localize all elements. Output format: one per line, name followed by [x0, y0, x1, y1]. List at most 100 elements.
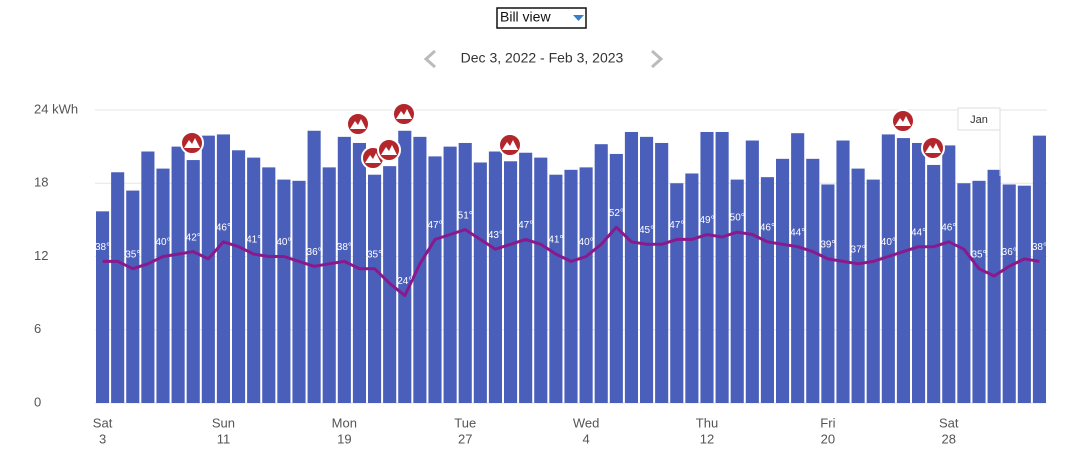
bar [126, 190, 140, 403]
x-tick-weekday: Thu [696, 415, 718, 430]
temperature-label: 47° [427, 220, 442, 231]
next-arrow[interactable] [651, 49, 664, 69]
y-tick-label: 0 [34, 394, 41, 409]
bar [745, 140, 759, 404]
bar [443, 146, 457, 403]
bar [96, 211, 110, 403]
bar [776, 158, 790, 403]
x-tick-weekday: Sun [212, 415, 235, 430]
bar [534, 157, 548, 403]
bar [473, 162, 487, 403]
peak-icon [377, 138, 401, 162]
temperature-label: 42° [186, 232, 201, 243]
temperature-line [102, 225, 1040, 298]
bar [624, 131, 638, 403]
temperature-label: 35° [971, 249, 986, 260]
bar [458, 142, 472, 403]
bar [972, 180, 986, 403]
bar [881, 134, 895, 403]
bar [322, 167, 336, 403]
bar [760, 177, 774, 403]
bar [186, 160, 200, 403]
x-tick-weekday: Mon [332, 415, 357, 430]
select-arrow[interactable] [573, 15, 584, 21]
bar [201, 135, 215, 403]
x-tick-day: 28 [942, 431, 956, 446]
bar [715, 131, 729, 403]
bar [685, 173, 699, 403]
bar [594, 144, 608, 403]
temperature-label: 38° [337, 242, 352, 253]
temperature-label: 35° [125, 249, 140, 260]
bar [957, 183, 971, 403]
temperature-label: 40° [276, 237, 291, 248]
bar [655, 142, 669, 403]
temperature-label: 36° [1002, 247, 1017, 258]
bar [896, 138, 910, 403]
x-tick-weekday: Wed [573, 415, 600, 430]
bar [398, 130, 412, 404]
bar [942, 145, 956, 403]
bar [851, 168, 865, 403]
y-tick-label: 6 [34, 321, 41, 336]
bar [232, 150, 246, 403]
x-tick-weekday: Tue [454, 415, 476, 430]
temperature-label: 47° [518, 220, 533, 231]
temperature-label: 51° [458, 210, 473, 221]
temperature-label: 44° [790, 227, 805, 238]
peak-icon [498, 133, 522, 157]
x-tick-weekday: Sat [93, 415, 113, 430]
bar [262, 167, 276, 403]
bar [609, 153, 623, 403]
bar [171, 146, 185, 403]
temperature-label: 46° [760, 222, 775, 233]
bar [1032, 135, 1046, 403]
x-tick-day: 12 [700, 431, 714, 446]
bar [292, 180, 306, 403]
bar [640, 136, 654, 403]
temperature-label: 50° [730, 213, 745, 224]
temperature-label: 52° [609, 208, 624, 219]
temperature-label: 40° [579, 237, 594, 248]
bar [141, 151, 155, 403]
prev-arrow[interactable] [423, 49, 436, 69]
bar [564, 169, 578, 403]
bar [987, 169, 1001, 403]
temperature-label: 38° [1032, 242, 1047, 253]
bar [670, 183, 684, 403]
select-text[interactable]: Bill view [500, 9, 551, 25]
select-box[interactable] [496, 7, 587, 29]
temperature-label: 46° [216, 222, 231, 233]
temperature-label: 38° [95, 242, 110, 253]
peak-icon [392, 102, 416, 126]
bar [413, 136, 427, 403]
plot: 0 6 12 18 24 kWh 38° 35° 40° 42° 46° 41° 40° 36° 38° 3… [34, 101, 1047, 446]
temperature-label: 43° [488, 230, 503, 241]
overlay: Jan [957, 107, 1001, 176]
bar [836, 140, 850, 404]
bar [337, 136, 351, 403]
bar [428, 156, 442, 403]
bar [730, 179, 744, 403]
bar [549, 174, 563, 403]
temperature-label: 39° [820, 240, 835, 251]
peak-icon [346, 112, 370, 136]
bar [277, 179, 291, 403]
peak-icon [891, 109, 915, 133]
temperature-label: 40° [155, 237, 170, 248]
x-tick-day: 4 [582, 431, 589, 446]
bar [1017, 185, 1031, 403]
x-tick-day: 20 [821, 431, 835, 446]
temperature-label: 45° [639, 225, 654, 236]
temperature-label: 49° [699, 215, 714, 226]
bar [156, 168, 170, 403]
view-select[interactable]: Bill view [496, 7, 587, 29]
temperature-label: 24° [397, 276, 412, 287]
x-tick-day: 11 [217, 431, 231, 446]
bar [368, 174, 382, 403]
x-tick-day: 27 [458, 431, 472, 446]
peak-icon [921, 136, 945, 160]
peak-icon [180, 131, 204, 155]
month-label: Jan [970, 114, 988, 126]
